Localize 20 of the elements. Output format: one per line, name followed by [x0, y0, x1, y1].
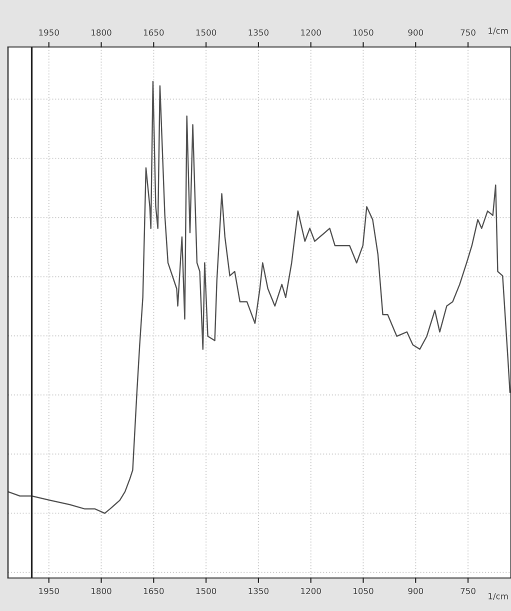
x2-tick-label: 1800: [92, 29, 112, 36]
x2-tick-label: 1650: [144, 29, 164, 36]
x-tick-label: 1200: [301, 588, 321, 594]
x-tick-label: 1050: [354, 588, 374, 594]
x2-tick-label: 1500: [196, 29, 216, 36]
x-tick-label: 750: [460, 588, 476, 594]
x-tick-label: 900: [408, 588, 424, 594]
x2-tick-label: 1200: [301, 29, 321, 36]
x2-tick-label: 1050: [354, 29, 374, 36]
x2-tick-label: 750: [460, 29, 476, 36]
x-tick-label: 1500: [196, 588, 216, 594]
x2-tick-label: 1950: [39, 29, 59, 36]
x-axis-title: 1/cm: [488, 593, 508, 600]
x-tick-label: 1350: [248, 588, 268, 594]
x-tick-label: 1950: [39, 588, 59, 594]
x-tick-label: 1800: [92, 588, 112, 594]
x2-tick-label: 1350: [248, 29, 268, 36]
x2-axis-title: 1/cm: [488, 28, 508, 34]
x2-tick-label: 900: [408, 29, 424, 36]
x-tick-label: 1650: [144, 588, 164, 594]
